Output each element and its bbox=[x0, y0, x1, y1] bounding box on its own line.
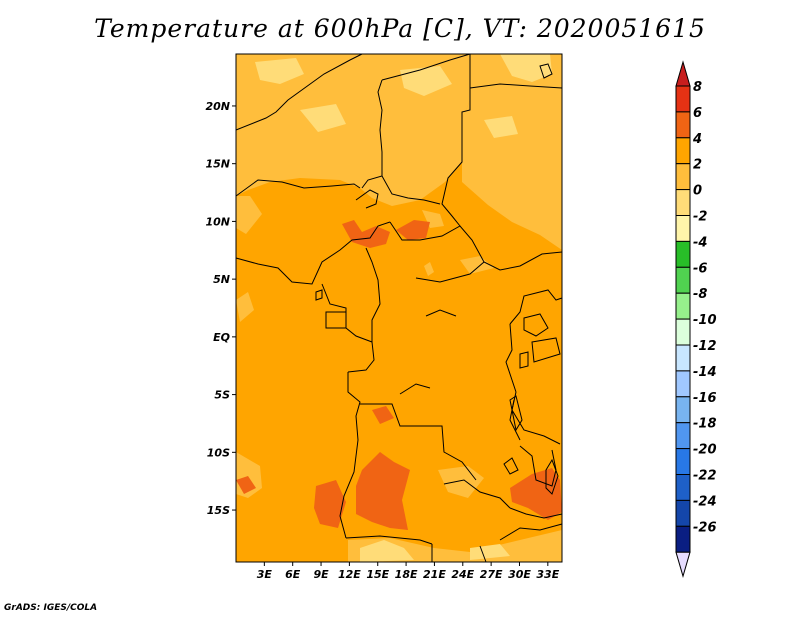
colorbar-label: 2 bbox=[693, 158, 702, 173]
temperature-field-warm bbox=[236, 220, 562, 530]
colorbar-swatch bbox=[675, 240, 691, 268]
lat-tick-label: 15N bbox=[205, 158, 230, 171]
colorbar-swatch bbox=[675, 163, 691, 191]
colorbar-top-arrow bbox=[675, 60, 691, 87]
colorbar-swatch bbox=[675, 111, 691, 139]
lon-tick-label: 3E bbox=[257, 568, 273, 581]
colorbar-swatch bbox=[675, 215, 691, 242]
lat-tick-label: 10N bbox=[205, 215, 230, 228]
lon-tick-label: 24E bbox=[451, 568, 474, 581]
lakes bbox=[315, 63, 559, 495]
lat-tick-label: 15S bbox=[207, 504, 230, 517]
colorbar-label: 6 bbox=[693, 106, 702, 121]
lon-tick-label: 30E bbox=[508, 568, 531, 581]
colorbar-label: -24 bbox=[693, 494, 717, 509]
lon-tick-label: 33E bbox=[536, 568, 559, 581]
colorbar-label: 4 bbox=[692, 132, 702, 147]
colorbar-label: 0 bbox=[693, 184, 702, 199]
colorbar-swatch bbox=[675, 370, 691, 398]
map-frame bbox=[235, 53, 563, 563]
lon-tick-label: 18E bbox=[395, 568, 418, 581]
colorbar-swatch bbox=[675, 189, 691, 217]
colorbar-swatch bbox=[675, 292, 691, 320]
colorbar-label: -22 bbox=[693, 469, 717, 484]
colorbar-label: -2 bbox=[693, 210, 707, 225]
colorbar-swatch bbox=[675, 422, 691, 450]
lat-tick-label: 5N bbox=[213, 273, 230, 286]
lon-tick-label: 15E bbox=[366, 568, 389, 581]
lon-tick-label: 9E bbox=[313, 568, 329, 581]
colorbar-swatch bbox=[675, 344, 691, 372]
colorbar-label: -18 bbox=[693, 417, 717, 432]
colorbar-label: -10 bbox=[693, 313, 717, 328]
colorbar-swatch bbox=[675, 474, 691, 501]
map-panel bbox=[235, 53, 563, 563]
colorbar-bottom-arrow bbox=[675, 551, 691, 578]
latitude-axis: 20N 15N 10N 5N EQ 5S 10S 15S bbox=[205, 100, 236, 517]
lat-tick-label: 10S bbox=[207, 446, 230, 459]
colorbar: 8 6 4 2 0 -2 -4 -6 -8 -10 -12 -14 -16 -18 -20 -22 -24 -26 bbox=[675, 60, 717, 578]
colorbar-swatch bbox=[675, 448, 691, 476]
lon-tick-label: 21E bbox=[423, 568, 446, 581]
colorbar-label: -26 bbox=[693, 520, 717, 535]
map-title: Temperature at 600hPa [C], VT: 202005161… bbox=[94, 14, 706, 43]
colorbar-label: -16 bbox=[693, 391, 717, 406]
lon-tick-label: 6E bbox=[285, 568, 301, 581]
colorbar-label: -20 bbox=[693, 443, 717, 458]
colorbar-swatch bbox=[675, 137, 691, 165]
longitude-axis: 3E 6E 9E 12E 15E 18E 21E 24E 27E 30E 33E bbox=[257, 562, 560, 581]
colorbar-label: -8 bbox=[693, 287, 707, 302]
colorbar-swatch bbox=[675, 525, 691, 553]
colorbar-label: 8 bbox=[693, 80, 702, 95]
lon-tick-label: 27E bbox=[480, 568, 503, 581]
lon-tick-label: 12E bbox=[338, 568, 361, 581]
colorbar-swatch bbox=[675, 85, 691, 113]
colorbar-swatch bbox=[675, 499, 691, 527]
grads-credit: GrADS: IGES/COLA bbox=[4, 603, 98, 613]
colorbar-swatch bbox=[675, 318, 691, 346]
temperature-field-pale bbox=[255, 54, 552, 562]
colorbar-label: -4 bbox=[693, 235, 707, 250]
colorbar-label: -12 bbox=[693, 339, 717, 354]
lat-tick-label: 5S bbox=[214, 389, 230, 402]
lat-tick-label: 20N bbox=[205, 100, 230, 113]
lat-tick-label: EQ bbox=[213, 331, 230, 344]
colorbar-swatch bbox=[675, 266, 691, 294]
colorbar-label: -14 bbox=[693, 365, 717, 380]
colorbar-label: -6 bbox=[693, 261, 707, 276]
colorbar-swatch bbox=[675, 396, 691, 424]
